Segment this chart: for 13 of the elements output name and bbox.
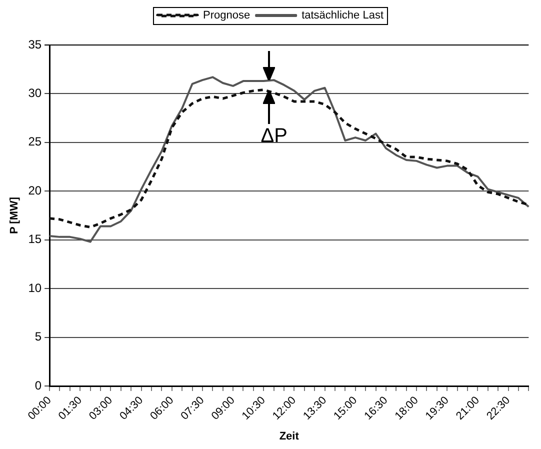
- annotation: ΔP: [260, 124, 288, 148]
- y-tick-label: 30: [28, 86, 42, 100]
- y-tick-label: 25: [28, 134, 42, 149]
- y-tick-label: 10: [28, 280, 42, 295]
- legend-label: tatsächliche Last: [302, 10, 384, 22]
- y-tick-label: 20: [28, 183, 42, 198]
- x-axis-title: Zeit: [279, 430, 300, 442]
- y-tick-label: 0: [34, 378, 42, 392]
- y-tick-label: 15: [28, 232, 42, 246]
- legend-label: Prognose: [202, 10, 250, 22]
- y-tick-label: 35: [28, 37, 42, 52]
- y-tick-label: 5: [34, 330, 42, 344]
- y-axis-title: P [MW]: [8, 196, 21, 234]
